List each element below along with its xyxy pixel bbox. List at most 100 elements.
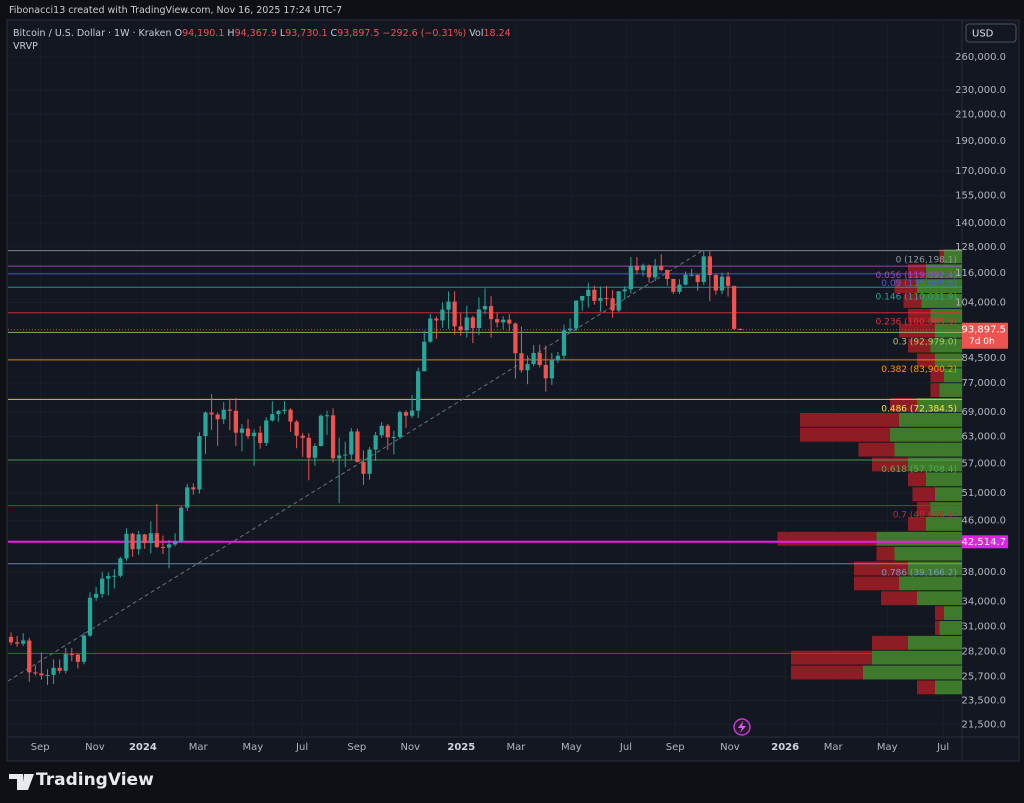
currency[interactable]: USD [972,29,994,40]
candle-body [482,306,488,310]
candle-body [574,300,579,329]
candle-body [179,507,184,542]
candle-body [118,558,123,576]
candle-body [148,533,153,544]
candle-body [39,673,44,676]
x-tick-label: Sep [347,742,366,753]
x-tick-label: Sep [666,742,685,753]
candle-body [434,318,439,321]
indicator: VRVP [13,41,38,52]
candle-body [671,278,676,292]
candle-body [203,412,208,437]
candle-body [251,432,257,437]
volume-down [930,383,940,398]
candle-body [416,371,421,411]
candle-body [264,420,269,443]
fib-label: 0.236 (100,065.9) [876,318,957,328]
fib-label: 0 (126,198.1) [896,256,957,266]
candle-body [45,674,50,676]
volume-up [939,621,962,635]
candle-body [276,411,281,415]
volume-down [858,442,895,457]
volume-up [939,383,962,398]
volume-up [890,427,962,442]
candle-body [677,284,682,292]
candle-body [69,654,74,656]
candle-body [476,309,482,329]
candle-body [367,449,372,474]
y-tick-label: 23,500.0 [961,695,1006,706]
candle-body [343,454,348,456]
volume-up [899,412,962,427]
volume-up [930,338,962,353]
candle-body [282,409,287,412]
fib-label: 0.486 (72,384.5) [881,404,957,414]
candle-body [324,415,330,417]
grid [8,22,962,737]
fib-label: 0.7 (48,658.1) [893,511,957,521]
volume-up [899,576,962,591]
candle-body [689,274,694,276]
candle-body [549,360,554,379]
candle-body [337,455,342,459]
price-label-box [962,535,1008,549]
candles [8,250,962,685]
candle-body [197,436,202,490]
change: −292.6 (−0.31%) [382,28,467,39]
candle-body [567,328,573,331]
y-tick-label: 170,000.0 [955,166,1006,177]
candle-body [403,412,409,416]
y-tick-label: 38,000.0 [961,567,1006,578]
candle-body [525,364,530,371]
candle-body [87,597,93,636]
volume-up [863,665,962,680]
volume-down [890,398,917,412]
candle-body [604,298,609,300]
candle-body [215,414,220,420]
currency-box[interactable] [965,23,1017,43]
candle-body [154,533,159,547]
x-tick-label: Mar [507,742,527,753]
candle-body [318,415,324,447]
volume-down [777,531,877,546]
candle-body [501,319,506,323]
volume-down [894,279,917,294]
x-tick-label: 2026 [771,742,799,753]
legend-row: Bitcoin / U.S. Dollar · 1W · Kraken O94,… [13,27,511,40]
candle-body [300,435,305,438]
last-price-label: 93,897.5 [961,325,1006,336]
candle-body [732,285,737,329]
y-tick-label: 155,000.0 [955,191,1006,202]
candle-body [683,274,688,285]
x-tick-label: Jul [936,742,949,753]
low-prefix: L [279,28,286,39]
x-tick-label: Sep [31,742,50,753]
candle-body [106,576,111,579]
candle-body [397,412,403,437]
candle-body [100,578,105,594]
axes: 260,000.0 230,000.0 210,000.0 190,000.0 170,… [31,52,1008,753]
ohlc: O94,190.1 H94,367.9 L93,730.1 C93,897.5 … [175,28,511,39]
volume-down [800,412,899,427]
volume-up [935,353,962,368]
volume-down [872,457,908,472]
volume-up [894,442,962,457]
candle-body [81,635,87,662]
candle-body [227,409,232,411]
candle-body [719,276,725,291]
y-tick-label: 25,700.0 [961,671,1006,682]
y-tick-label: 21,500.0 [961,719,1006,730]
candle-body [616,291,621,311]
candle-body [21,640,26,644]
volume-down [800,427,890,442]
candle-body [707,256,712,276]
event-icon-bolt [738,721,746,733]
volume-down [791,650,872,665]
candle-body [488,306,494,320]
x-tick-label: May [243,742,264,753]
y-tick-label: 116,000.0 [955,268,1006,279]
candle-body [33,672,38,674]
volume-up [921,294,962,308]
candle-body [258,432,263,443]
